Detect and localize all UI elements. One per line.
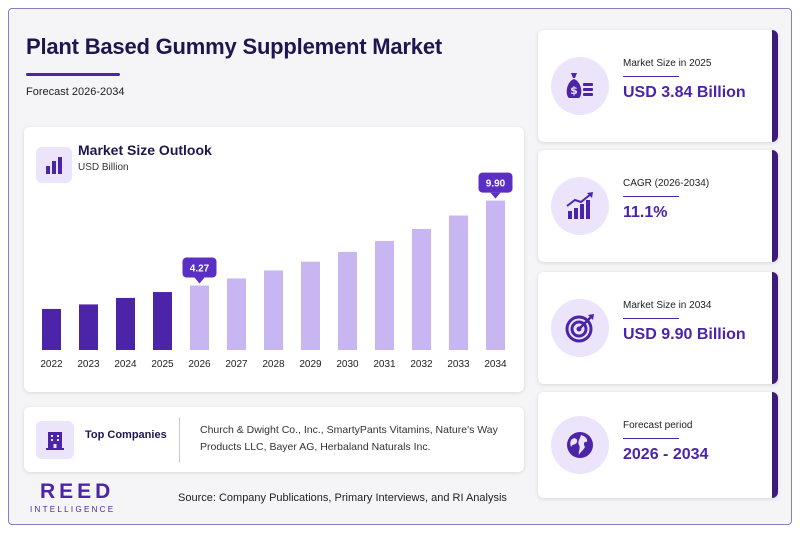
bar-2022 — [42, 308, 61, 350]
stat-label: Market Size in 2034 — [623, 300, 712, 311]
stat-card-forecast-period: Forecast period 2026 - 2034 — [538, 392, 778, 498]
bar-2025 — [153, 292, 172, 350]
stat-value: USD 9.90 Billion — [623, 326, 746, 343]
x-tick-label: 2023 — [77, 359, 100, 370]
bar-2030 — [338, 251, 357, 350]
target-icon — [551, 299, 609, 357]
divider — [179, 417, 180, 463]
stat-label: Forecast period — [623, 420, 693, 431]
bar-2028 — [264, 270, 283, 350]
x-tick-label: 2029 — [299, 359, 322, 370]
bar-2026 — [190, 285, 209, 350]
x-tick-label: 2027 — [225, 359, 248, 370]
x-tick-label: 2031 — [373, 359, 396, 370]
page-subtitle: Forecast 2026-2034 — [26, 86, 125, 98]
stat-rule — [623, 318, 679, 319]
money-bag-icon: $ — [551, 57, 609, 115]
bar-2032 — [412, 228, 431, 350]
x-tick-label: 2030 — [336, 359, 359, 370]
x-tick-label: 2032 — [410, 359, 433, 370]
title-underline — [26, 73, 120, 76]
stat-rule — [623, 76, 679, 77]
globe-icon — [551, 416, 609, 474]
page-title: Plant Based Gummy Supplement Market — [26, 34, 442, 59]
building-icon — [36, 421, 74, 459]
svg-text:4.27: 4.27 — [190, 264, 210, 275]
stat-rule — [623, 438, 679, 439]
x-tick-label: 2028 — [262, 359, 285, 370]
bar-2024 — [116, 297, 135, 350]
chart-unit: USD Billion — [78, 162, 129, 173]
top-companies-card: Top Companies Church & Dwight Co., Inc.,… — [24, 407, 524, 472]
x-tick-label: 2026 — [188, 359, 211, 370]
x-tick-label: 2022 — [40, 359, 63, 370]
x-tick-label: 2025 — [151, 359, 174, 370]
data-label-2026: 4.27 — [182, 257, 217, 284]
growth-chart-icon — [551, 177, 609, 235]
chart-title: Market Size Outlook — [78, 142, 212, 158]
bar-2034 — [486, 200, 505, 350]
stat-label: CAGR (2026-2034) — [623, 178, 710, 189]
logo-wordmark: REED — [40, 480, 115, 503]
x-tick-label: 2034 — [484, 359, 507, 370]
stat-value: 2026 - 2034 — [623, 446, 709, 463]
chart-card: Market Size Outlook USD Billion 2022 2023… — [24, 127, 524, 392]
stat-rule — [623, 196, 679, 197]
bar-2031 — [375, 241, 394, 350]
bar-2023 — [79, 304, 98, 350]
x-tick-label: 2033 — [447, 359, 470, 370]
x-tick-label: 2024 — [114, 359, 137, 370]
bar-chart: 2022 2023 2024 2025 2026 4.27 2027 2028 2029 2030… — [40, 172, 513, 370]
stat-card-market-size-2034: Market Size in 2034 USD 9.90 Billion — [538, 272, 778, 384]
bar-2029 — [301, 261, 320, 350]
stat-value: USD 3.84 Billion — [623, 84, 746, 101]
top-companies-list: Church & Dwight Co., Inc., SmartyPants V… — [200, 424, 498, 453]
bar-2027 — [227, 278, 246, 350]
bar-chart-icon — [36, 147, 72, 183]
top-companies-label: Top Companies — [85, 429, 167, 441]
bar-2033 — [449, 215, 468, 350]
logo-tagline: INTELLIGENCE — [30, 505, 116, 514]
data-label-2034: 9.90 — [478, 172, 513, 199]
source-note: Source: Company Publications, Primary In… — [178, 492, 507, 504]
stat-value: 11.1% — [623, 204, 668, 221]
svg-text:$: $ — [570, 84, 578, 97]
svg-text:9.90: 9.90 — [486, 179, 506, 190]
stat-label: Market Size in 2025 — [623, 58, 712, 69]
stat-card-market-size-2025: $ Market Size in 2025 USD 3.84 Billion — [538, 30, 778, 142]
stat-card-cagr: CAGR (2026-2034) 11.1% — [538, 150, 778, 262]
